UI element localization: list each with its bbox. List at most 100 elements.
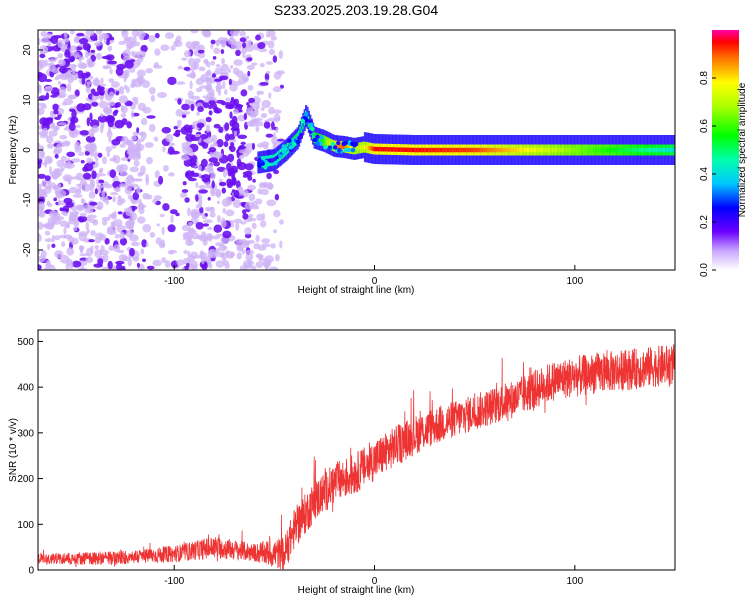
spectrogram-noise-blob bbox=[118, 41, 126, 45]
spectrogram-noise-blob bbox=[157, 92, 167, 99]
spectrogram-noise-blob bbox=[101, 190, 105, 198]
colorbar-tick-label: 0.4 bbox=[699, 167, 710, 181]
spectrogram-noise-blob bbox=[38, 59, 46, 69]
spectrogram-ridge-core bbox=[408, 147, 411, 153]
spectrogram-noise-blob bbox=[78, 37, 89, 45]
spectrogram-ridge-core bbox=[473, 147, 476, 153]
spectrogram-noise-blob bbox=[85, 30, 95, 37]
spectrogram-noise-blob bbox=[38, 152, 45, 160]
spectrogram-ridge-core bbox=[612, 147, 615, 153]
spectrogram-noise-blob bbox=[146, 115, 156, 119]
spectrogram-ridge-core bbox=[466, 147, 469, 153]
spectrogram-ridge-core bbox=[627, 147, 630, 153]
spectrogram-noise-blob bbox=[266, 61, 273, 65]
spectrogram-noise-blob bbox=[229, 99, 237, 107]
spectrogram-noise-blob bbox=[197, 165, 202, 171]
spectrogram-noise-blob bbox=[224, 89, 228, 95]
spectrogram-noise-blob bbox=[120, 113, 127, 118]
spectrogram-noise-blob bbox=[225, 97, 231, 102]
spectrogram-ridge-core bbox=[567, 147, 570, 153]
spectrogram-noise-blob bbox=[195, 182, 199, 188]
spectrogram-noise-blob bbox=[108, 78, 115, 83]
spectrogram-ridge-core bbox=[267, 158, 270, 164]
spectrogram-noise-blob bbox=[59, 134, 68, 140]
spectrogram-noise-blob bbox=[265, 34, 271, 38]
spectrogram-x-label: Height of straight line (km) bbox=[298, 285, 415, 296]
spectrogram-noise-blob bbox=[85, 221, 90, 231]
spectrogram-noise-blob bbox=[70, 30, 75, 35]
spectrogram-ridge-core bbox=[300, 125, 303, 131]
spectrogram-noise-blob bbox=[240, 89, 248, 97]
spectrogram-noise-blob bbox=[259, 63, 265, 68]
spectrogram-noise-blob bbox=[69, 55, 76, 62]
spectrogram-noise-blob bbox=[141, 239, 148, 248]
spectrogram-x-tick-label: -100 bbox=[164, 276, 184, 287]
spectrogram-ridge-core bbox=[523, 147, 526, 153]
spectrogram-ridge-core bbox=[421, 147, 424, 153]
spectrogram-noise-blob bbox=[242, 240, 251, 247]
spectrogram-noise-blob bbox=[78, 217, 85, 223]
spectrogram-ridge-core bbox=[637, 147, 640, 153]
spectrogram-ridge-core bbox=[471, 147, 475, 153]
spectrogram-noise-blob bbox=[45, 33, 53, 39]
spectrogram-noise-blob bbox=[79, 212, 87, 217]
spectrogram-noise-blob bbox=[213, 47, 221, 54]
spectrogram-ridge-core bbox=[481, 147, 484, 153]
spectrogram-ridge-core bbox=[403, 147, 406, 152]
spectrogram-noise-blob bbox=[155, 237, 162, 245]
spectrogram-noise-blob bbox=[146, 265, 155, 270]
spectrogram-ridge-core bbox=[598, 147, 601, 153]
spectrogram-noise-blob bbox=[63, 141, 70, 147]
spectrogram-noise-blob bbox=[272, 229, 278, 234]
spectrogram-ridge-core bbox=[337, 144, 340, 149]
spectrogram-noise-blob bbox=[142, 223, 152, 233]
spectrogram-noise-blob bbox=[107, 60, 118, 65]
spectrogram-noise-blob bbox=[279, 240, 283, 249]
spectrogram-ridge-core bbox=[275, 155, 278, 161]
spectrogram-ridge-core bbox=[392, 147, 395, 152]
spectrogram-noise-blob bbox=[215, 260, 225, 268]
spectrogram-noise-blob bbox=[216, 200, 221, 205]
spectrogram-noise-blob bbox=[255, 205, 260, 210]
spectrogram-noise-blob bbox=[84, 150, 90, 156]
spectrogram-ridge-core bbox=[470, 147, 473, 153]
spectrogram-noise-blob bbox=[125, 229, 134, 238]
spectrogram-noise-blob bbox=[161, 226, 165, 236]
colorbar: 0.0 0.2 0.4 0.6 0.8 Normalized spectral ampl… bbox=[699, 30, 748, 277]
spectrogram-noise-blob bbox=[238, 149, 248, 154]
spectrogram-ridge-core bbox=[498, 147, 501, 153]
spectrogram-noise-blob bbox=[106, 130, 113, 138]
spectrogram-noise-blob bbox=[69, 72, 79, 81]
spectrogram-noise-blob bbox=[277, 138, 285, 142]
spectrogram-noise-blob bbox=[201, 158, 208, 168]
spectrogram-noise-blob bbox=[80, 160, 85, 164]
spectrogram-noise-blob bbox=[154, 48, 161, 56]
spectrogram-noise-blob bbox=[98, 101, 109, 109]
spectrogram-noise-blob bbox=[58, 86, 67, 94]
spectrogram-noise-blob bbox=[244, 35, 250, 40]
spectrogram-ridge-core bbox=[326, 140, 329, 145]
spectrogram-ridge-core bbox=[485, 147, 489, 153]
spectrogram-ridge-core bbox=[299, 129, 302, 135]
spectrogram-noise-blob bbox=[41, 127, 49, 136]
spectrogram-noise-blob bbox=[196, 122, 205, 129]
spectrogram-noise-blob bbox=[188, 177, 197, 182]
spectrogram-ridge-core bbox=[396, 147, 399, 152]
colorbar-ticks: 0.0 0.2 0.4 0.6 0.8 bbox=[699, 71, 716, 277]
spectrogram-noise-blob bbox=[244, 227, 252, 235]
spectrogram-noise-blob bbox=[252, 178, 256, 183]
snr-y-ticks: 0 100 200 300 400 500 bbox=[17, 337, 43, 577]
spectrogram-noise-blob bbox=[196, 111, 201, 116]
spectrogram-noise-blob bbox=[240, 141, 246, 145]
spectrogram-noise-blob bbox=[125, 37, 129, 41]
colorbar-label: Normalized spectral amplitude bbox=[737, 82, 748, 217]
spectrogram-noise-blob bbox=[139, 35, 145, 41]
spectrogram-noise-blob bbox=[159, 213, 165, 218]
spectrogram-noise-blob bbox=[116, 262, 123, 270]
spectrogram-noise-blob bbox=[247, 217, 257, 222]
spectrogram-noise-blob bbox=[63, 227, 67, 235]
spectrogram-noise-blob bbox=[49, 166, 52, 175]
spectrogram-noise-blob bbox=[188, 57, 195, 67]
spectrogram-ridge-core bbox=[338, 144, 341, 149]
spectrogram-ridge-core bbox=[417, 147, 420, 153]
